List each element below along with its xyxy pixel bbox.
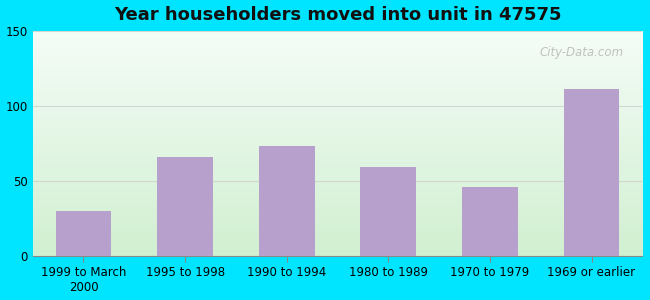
Bar — [259, 146, 315, 256]
Text: City-Data.com: City-Data.com — [540, 46, 624, 59]
Title: Year householders moved into unit in 47575: Year householders moved into unit in 475… — [114, 6, 561, 24]
Bar — [360, 167, 416, 256]
Bar — [55, 211, 111, 256]
Bar — [564, 89, 619, 256]
Bar — [157, 157, 213, 256]
Bar — [462, 187, 518, 256]
